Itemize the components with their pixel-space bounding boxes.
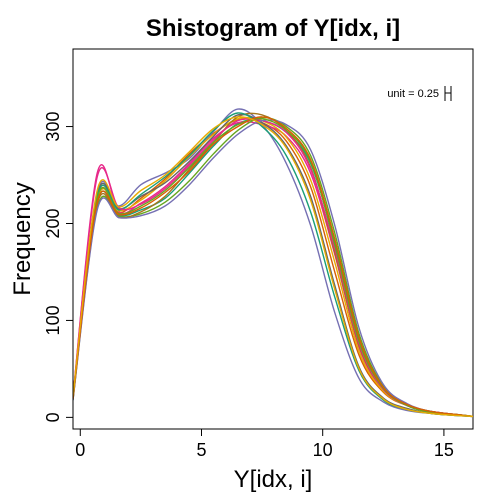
- x-tick-label: 5: [196, 440, 206, 460]
- unit-bracket-icon: [444, 86, 452, 101]
- y-tick-label: 300: [43, 112, 63, 142]
- y-axis-label: Frequency: [9, 182, 36, 295]
- series-group: [73, 108, 473, 418]
- x-tick-label: 0: [75, 440, 85, 460]
- chart-title: Shistogram of Y[idx, i]: [146, 15, 400, 42]
- x-axis-label: Y[idx, i]: [234, 466, 313, 493]
- series-line-7: [73, 112, 473, 418]
- x-tick-label: 15: [434, 440, 454, 460]
- plot-frame: [72, 48, 474, 430]
- y-tick-label: 100: [43, 305, 63, 335]
- series-line-13: [73, 116, 473, 418]
- series-line-4: [73, 121, 473, 418]
- series-line-12: [73, 117, 473, 418]
- series-line-3: [73, 108, 473, 418]
- y-tick-label: 0: [43, 412, 63, 422]
- series-line-8: [73, 113, 473, 418]
- unit-annotation: unit = 0.25: [387, 86, 452, 101]
- x-axis: 0 5 10 15: [75, 428, 454, 460]
- unit-annotation-label: unit = 0.25: [387, 88, 439, 100]
- series-line-9: [73, 112, 473, 418]
- series-line-10: [73, 118, 473, 418]
- series-line-6: [73, 116, 473, 418]
- y-tick-label: 200: [43, 208, 63, 238]
- series-line-14: [73, 116, 473, 418]
- y-axis: 0 100 200 300: [43, 112, 74, 422]
- x-tick-label: 10: [313, 440, 333, 460]
- series-line-2: [73, 118, 473, 418]
- series-line-1: [73, 119, 473, 418]
- series-line-5: [73, 117, 473, 418]
- series-line-11: [73, 119, 473, 418]
